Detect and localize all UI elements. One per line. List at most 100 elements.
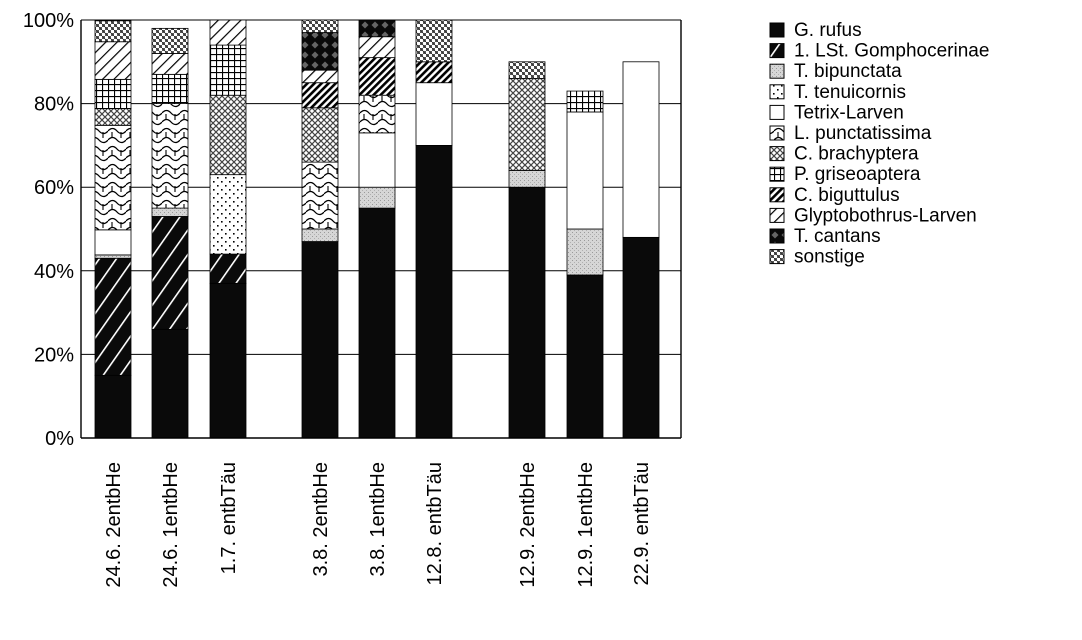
bar-segment	[94, 41, 132, 80]
bar-segment	[358, 94, 396, 134]
x-tick-label: 12.9. 2entbHe	[517, 462, 539, 588]
bar-segment	[151, 53, 189, 75]
bar-segment	[209, 44, 247, 96]
bar-segment	[358, 57, 396, 96]
legend-swatch	[769, 228, 785, 244]
axes	[80, 20, 682, 439]
legend-swatch	[769, 146, 785, 162]
y-tick-label: 60%	[34, 177, 74, 199]
bar-segment	[301, 161, 339, 230]
bar-segment	[358, 132, 396, 188]
bar-stack	[508, 61, 546, 439]
legend-label: P. griseoaptera	[794, 164, 921, 185]
legend-item: Tetrix-Larven	[769, 102, 904, 123]
bar-stack	[94, 20, 132, 439]
legend-swatch	[769, 104, 785, 120]
bar-segment	[415, 144, 453, 439]
bar-segment	[301, 107, 339, 163]
bar-segment	[94, 229, 132, 256]
legend-swatch	[769, 63, 785, 79]
bar-stack	[301, 19, 339, 439]
bar-stacks	[94, 19, 660, 439]
bar-segment	[622, 61, 660, 238]
bar-segment	[566, 274, 604, 439]
legend-item: P. griseoaptera	[769, 164, 921, 185]
legend-swatch	[769, 125, 785, 141]
bar-segment	[566, 111, 604, 230]
legend-label: G. rufus	[794, 20, 862, 41]
legend-item: C. brachyptera	[769, 144, 919, 165]
bar-segment	[151, 27, 189, 54]
bar-segment	[301, 32, 339, 71]
x-tick-label: 3.8. 1entbHe	[367, 462, 389, 577]
bar-segment	[566, 90, 604, 113]
bar-segment	[209, 174, 247, 255]
x-tick-label: 24.6. 2entbHe	[103, 462, 125, 588]
bar-segment	[358, 19, 396, 38]
bar-stack	[566, 90, 604, 439]
legend-swatch	[769, 166, 785, 182]
y-tick-labels: 0% 20% 40% 60% 80% 100%	[23, 10, 74, 450]
legend-label: 1. LSt. Gomphocerinae	[794, 41, 989, 62]
bar-segment	[301, 69, 339, 84]
legend-label: Tetrix-Larven	[794, 102, 904, 123]
legend-label: L. punctatissima	[794, 123, 932, 144]
bar-segment	[94, 254, 132, 259]
legend-label: T. bipunctata	[794, 61, 902, 82]
bar-segment	[358, 186, 396, 209]
bar-segment	[301, 19, 339, 33]
bar-segment	[508, 61, 546, 79]
legend-swatch	[769, 43, 785, 59]
legend-item: L. punctatissima	[769, 123, 932, 144]
bar-segment	[566, 228, 604, 276]
bar-segment	[151, 103, 189, 209]
bar-segment	[94, 257, 132, 376]
bar-segment	[415, 82, 453, 146]
bar-stack	[151, 27, 189, 439]
legend-label: C. biguttulus	[794, 185, 900, 206]
legend-item: Glyptobothrus-Larven	[769, 205, 977, 226]
legend-item: T. cantans	[769, 226, 881, 247]
bar-segment	[209, 94, 247, 176]
bar-segment	[209, 19, 247, 46]
legend-label: sonstige	[794, 247, 865, 268]
x-tick-label: 12.9. 1entbHe	[575, 462, 597, 588]
legend-item: sonstige	[769, 247, 865, 268]
y-tick-label: 0%	[45, 428, 74, 450]
bar-segment	[301, 82, 339, 109]
bar-segment	[94, 108, 132, 126]
bar-segment	[94, 124, 132, 231]
bar-segment	[508, 170, 546, 188]
x-tick-label: 24.6. 1entbHe	[160, 462, 182, 588]
legend-item: T. bipunctata	[769, 61, 902, 82]
legend-swatch	[769, 249, 785, 265]
bar-segment	[151, 328, 189, 439]
bar-segment	[151, 73, 189, 104]
legend-label: Glyptobothrus-Larven	[794, 205, 977, 226]
bar-segment	[209, 282, 247, 439]
bar-stack	[622, 61, 660, 439]
legend-label: T. cantans	[794, 226, 881, 247]
y-tick-label: 80%	[34, 94, 74, 116]
bar-segment	[94, 78, 132, 110]
legend-swatch	[769, 207, 785, 223]
bar-stack	[358, 19, 396, 439]
bar-segment	[415, 19, 453, 63]
bar-segment	[508, 78, 546, 171]
x-tick-labels: 24.6. 2entbHe 24.6. 1entbHe 1.7. entbTäu 3.…	[103, 462, 653, 588]
bar-segment	[415, 61, 453, 84]
bar-segment	[151, 207, 189, 217]
bar-stack	[209, 19, 247, 439]
legend-label: C. brachyptera	[794, 144, 919, 165]
bar-segment	[151, 216, 189, 330]
legend-item: C. biguttulus	[769, 185, 900, 206]
bar-segment	[622, 236, 660, 439]
bar-segment	[209, 253, 247, 284]
x-tick-label: 12.8. entbTäu	[424, 462, 446, 585]
legend-swatch	[769, 22, 785, 38]
y-tick-label: 20%	[34, 344, 74, 366]
legend-item: 1. LSt. Gomphocerinae	[769, 41, 989, 62]
